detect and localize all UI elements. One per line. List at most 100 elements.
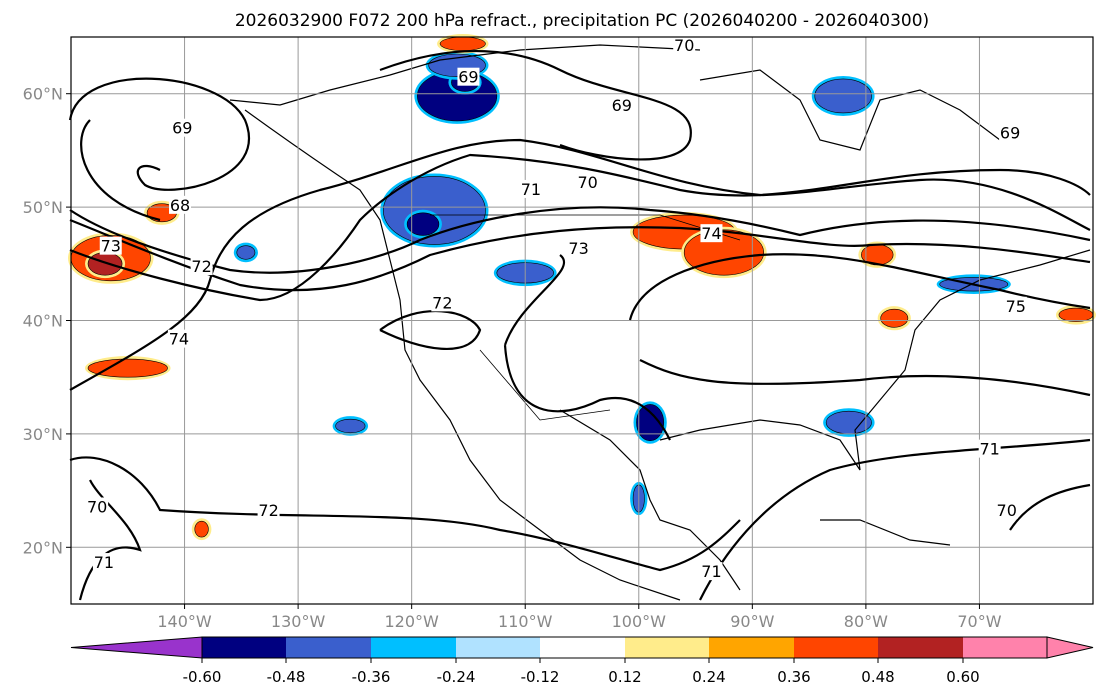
precip-area [406, 212, 440, 236]
colorbar-tick-label: -0.24 [437, 668, 476, 686]
lon-tick-label: 70°W [957, 612, 1001, 631]
lat-tick-label: 20°N [23, 538, 63, 557]
lon-tick-label: 140°W [157, 612, 212, 631]
contour-label-bg [171, 118, 194, 137]
colorbar-tick-label: 0.12 [608, 668, 641, 686]
colorbar-segment [625, 637, 709, 658]
colorbar-segment [794, 637, 878, 658]
lon-tick-label: 120°W [384, 612, 439, 631]
precip-area [439, 36, 486, 51]
contour-label-bg [700, 562, 723, 581]
contour-label-bg [92, 553, 115, 572]
contour-label-bg [519, 179, 542, 198]
contour-label: 71 [979, 440, 999, 459]
colorbar-segment [371, 637, 456, 658]
colorbar-segment [286, 637, 371, 658]
lon-tick-label: 110°W [498, 612, 553, 631]
contour-label-bg [700, 224, 723, 243]
lat-tick-label: 40°N [23, 312, 63, 331]
colorbar: -0.60 -0.48 -0.36 -0.24 -0.12 0.12 0.24 0.36 0.4… [70, 636, 1094, 686]
contour-label: 70 [997, 501, 1017, 520]
contour-label-bg [190, 257, 213, 276]
precip-area [825, 410, 872, 435]
precip-area [87, 358, 168, 378]
precip-area [236, 245, 256, 260]
coastlines [229, 44, 1091, 601]
contour-label-bg [99, 236, 122, 255]
contour-label-bg [576, 173, 599, 192]
contour-label: 70 [674, 36, 694, 55]
precip-area [335, 418, 366, 434]
colorbar-extend-min [70, 636, 203, 659]
contour-label-bg [431, 293, 454, 312]
chart-title: 2026032900 F072 200 hPa refract., precip… [235, 11, 929, 31]
contour-label: 69 [172, 119, 192, 138]
contour-label: 70 [577, 173, 597, 192]
colorbar-tick-label: 0.36 [777, 668, 810, 686]
lon-tick-label: 80°W [844, 612, 888, 631]
contour-label-bg [673, 35, 696, 54]
contour-label: 72 [258, 501, 278, 520]
precipitation-fill [68, 34, 1096, 541]
colorbar-tick-label: -0.12 [521, 668, 560, 686]
colorbar-extend-max [1046, 636, 1094, 659]
lon-tick-label: 100°W [612, 612, 667, 631]
lon-tick-label: 130°W [271, 612, 326, 631]
colorbar-tick-label: 0.24 [692, 668, 725, 686]
contour-label: 69 [458, 68, 478, 87]
contour-label-bg [610, 96, 633, 115]
precip-area [194, 520, 209, 538]
colorbar-segment [878, 637, 963, 658]
contour-label-bg [457, 67, 480, 86]
colorbar-tick-label: -0.36 [352, 668, 391, 686]
colorbar-tick-label: -0.60 [183, 668, 222, 686]
axis-ticks: 60°N 50°N 40°N 30°N 20°N 140°W 130°W 120°W 110°W… [23, 85, 1002, 631]
precip-area [814, 78, 872, 114]
contour-label: 69 [1000, 123, 1020, 142]
refractivity-contours [68, 50, 1091, 601]
contour-labels: 70 69 69 69 68 71 70 73 72 74 73 75 72 74 72 71 70 70 71 71… [86, 35, 1027, 581]
contour-label-bg [567, 238, 590, 257]
precip-area [87, 252, 123, 276]
colorbar-tick-label: -0.48 [267, 668, 306, 686]
precip-area [880, 308, 909, 328]
contour-label: 75 [1006, 297, 1026, 316]
contour-label-bg [169, 195, 192, 214]
colorbar-tick-label: 0.60 [946, 668, 979, 686]
contour-label: 68 [170, 196, 190, 215]
contour-label-bg [86, 497, 109, 516]
gridlines [71, 37, 1093, 604]
colorbar-segment [456, 637, 540, 658]
contour-label-bg [1004, 296, 1027, 315]
contour-label-bg [995, 500, 1018, 519]
lon-tick-label: 90°W [730, 612, 774, 631]
contour-label: 73 [101, 237, 121, 256]
colorbar-tick-label: 0.48 [861, 668, 894, 686]
contour-label-bg [167, 329, 190, 348]
lat-tick-label: 60°N [23, 85, 63, 104]
contour-label: 72 [191, 257, 211, 276]
contour-label: 74 [169, 330, 189, 349]
contour-label: 74 [701, 224, 721, 243]
lat-tick-label: 30°N [23, 425, 63, 444]
contour-label: 73 [568, 239, 588, 258]
contour-label: 72 [432, 293, 452, 312]
contour-label: 71 [94, 553, 114, 572]
contour-label-bg [999, 123, 1022, 142]
colorbar-segment [963, 637, 1047, 658]
contour-label: 71 [701, 562, 721, 581]
contour-label-bg [978, 439, 1001, 458]
contour-label: 70 [87, 497, 107, 516]
contour-label-bg [257, 500, 280, 519]
colorbar-segment [202, 637, 286, 658]
contour-label: 69 [612, 96, 632, 115]
lat-tick-label: 50°N [23, 198, 63, 217]
colorbar-segment [540, 637, 625, 658]
precip-area [636, 404, 665, 442]
precip-area [683, 229, 764, 276]
contour-label: 71 [521, 180, 541, 199]
colorbar-segment [709, 637, 794, 658]
precip-area [1058, 307, 1094, 322]
